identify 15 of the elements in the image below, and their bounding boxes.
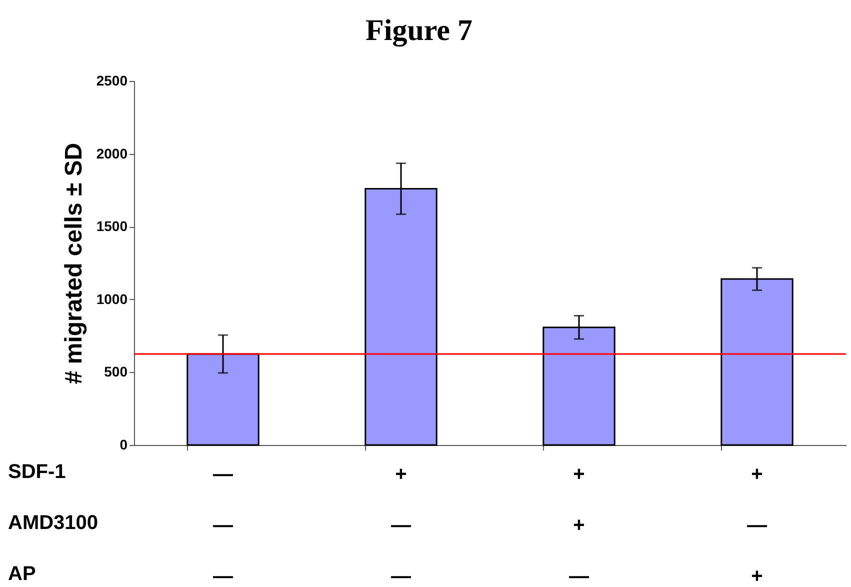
y-axis-title: # migrated cells ± SD (60, 142, 88, 384)
category-label: + — + (747, 464, 767, 587)
y-tick-label: 1000 (96, 290, 128, 307)
category-label: + — — (391, 464, 411, 587)
y-tick-label: 2500 (96, 72, 128, 88)
y-tick-label: 1500 (96, 218, 128, 234)
y-tick-label: 0 (120, 436, 128, 452)
category-label: — — — (213, 464, 233, 587)
category-label: + + — (569, 464, 589, 587)
y-tick-label: 2000 (96, 145, 128, 162)
chart-title: Figure 7 (366, 14, 472, 47)
text: SDF-1 (8, 461, 66, 483)
y-tick-label: 500 (104, 364, 128, 380)
text: AMD3100 (8, 512, 98, 534)
text: AP (8, 563, 36, 585)
